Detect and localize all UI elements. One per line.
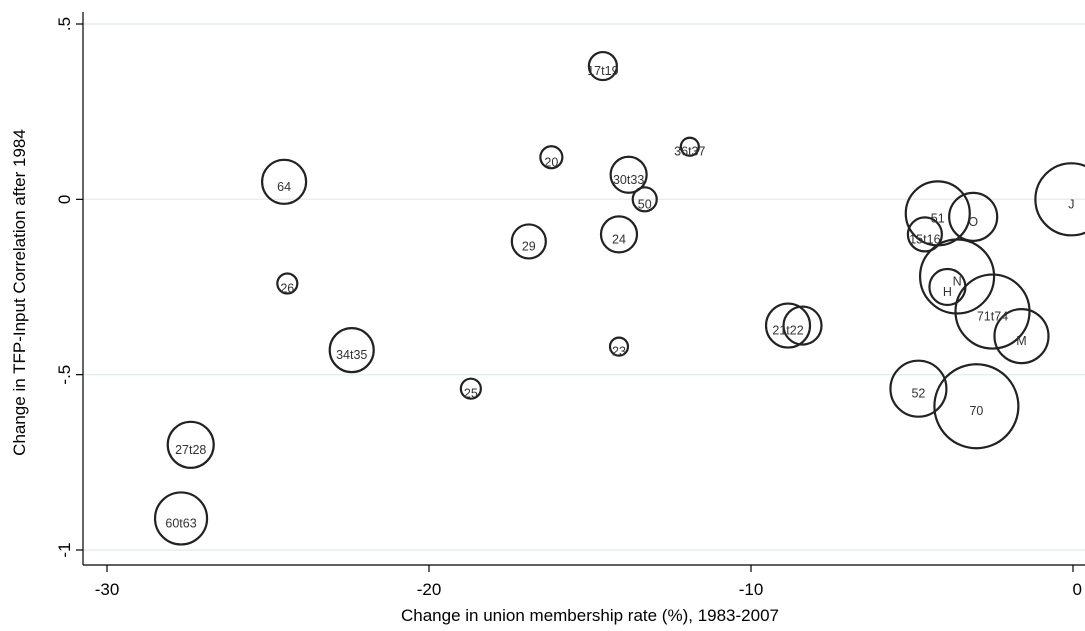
point-label-21: H bbox=[943, 285, 952, 299]
point-label-6: 29 bbox=[522, 239, 536, 253]
point-label-15: 60t63 bbox=[165, 516, 196, 530]
grid-lines bbox=[83, 23, 1085, 551]
point-label-12: 21t22 bbox=[772, 324, 803, 338]
x-tick-label-1: -20 bbox=[417, 580, 442, 599]
data-point-0 bbox=[587, 50, 618, 82]
axes bbox=[82, 12, 1085, 566]
point-label-16: J bbox=[1068, 197, 1074, 211]
point-label-17: 51 bbox=[931, 211, 945, 225]
point-label-22: 71t74 bbox=[977, 310, 1008, 324]
point-label-14: 27t28 bbox=[175, 443, 206, 457]
point-label-24: 52 bbox=[911, 387, 925, 401]
data-point-16 bbox=[1034, 162, 1085, 237]
y-tick-label-1: -.5 bbox=[55, 365, 74, 385]
data-point-9 bbox=[328, 327, 375, 374]
data-point-10 bbox=[459, 377, 482, 400]
data-point-14 bbox=[166, 420, 215, 469]
data-point-1 bbox=[539, 145, 564, 170]
data-point-8 bbox=[276, 272, 299, 295]
data-point-24 bbox=[889, 359, 948, 418]
point-label-3: 64 bbox=[277, 180, 291, 194]
point-label-20: N bbox=[953, 274, 962, 288]
data-point-5 bbox=[631, 186, 658, 213]
point-label-19: 15t16 bbox=[909, 232, 940, 246]
y-tick-label-3: .5 bbox=[55, 17, 74, 31]
data-points bbox=[153, 50, 1085, 546]
data-point-12 bbox=[764, 302, 812, 349]
data-point-6 bbox=[510, 223, 547, 260]
point-label-18: O bbox=[968, 215, 978, 229]
data-point-15 bbox=[153, 491, 209, 546]
x-tick-label-2: -10 bbox=[739, 580, 764, 599]
data-point-18 bbox=[948, 191, 999, 242]
x-tick-label-0: -30 bbox=[95, 580, 120, 599]
x-tick-label-3: 0 bbox=[1073, 580, 1082, 599]
point-label-5: 50 bbox=[638, 197, 652, 211]
data-point-20 bbox=[918, 238, 996, 315]
point-label-10: 25 bbox=[464, 387, 478, 401]
point-label-8: 26 bbox=[280, 281, 294, 295]
data-point-11 bbox=[608, 336, 630, 357]
y-tick-label-2: 0 bbox=[55, 195, 74, 204]
data-point-7 bbox=[599, 215, 639, 254]
data-point-4 bbox=[609, 155, 648, 194]
data-point-22 bbox=[954, 273, 1031, 350]
y-axis-title: Change in TFP-Input Correlation after 19… bbox=[10, 129, 29, 456]
data-point-23 bbox=[993, 307, 1050, 365]
tick-marks: -30 -20 -10 0 -1 -.5 0 .5 bbox=[55, 17, 1082, 599]
point-label-23: M bbox=[1016, 334, 1026, 348]
data-point-19 bbox=[906, 216, 943, 253]
point-label-9: 34t35 bbox=[336, 348, 367, 362]
y-tick-label-0: -1 bbox=[55, 542, 74, 557]
point-label-2: 36t37 bbox=[674, 145, 705, 159]
point-labels: 17t19 20 36t37 64 30t33 50 29 24 26 34t35 25 23 21t2… bbox=[165, 64, 1074, 530]
point-label-4: 30t33 bbox=[613, 173, 644, 187]
data-point-13 bbox=[782, 305, 823, 346]
data-point-3 bbox=[261, 158, 308, 205]
point-label-25: 70 bbox=[969, 404, 983, 418]
point-label-0: 17t19 bbox=[587, 64, 618, 78]
data-point-2 bbox=[679, 136, 700, 157]
x-axis-title: Change in union membership rate (%), 198… bbox=[401, 606, 779, 625]
point-label-7: 24 bbox=[612, 232, 626, 246]
point-label-11: 23 bbox=[612, 345, 626, 359]
data-point-25 bbox=[933, 363, 1020, 450]
point-label-1: 20 bbox=[544, 155, 558, 169]
